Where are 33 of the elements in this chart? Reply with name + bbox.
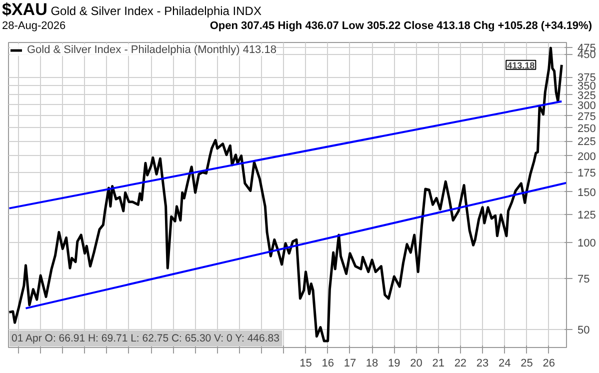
- chart-title: $XAU: [2, 0, 48, 19]
- y-tick-label: 275: [578, 110, 596, 123]
- chart-subtitle: Gold & Silver Index - Philadelphia INDX: [50, 4, 262, 18]
- x-tick-label: 18: [366, 358, 378, 370]
- y-tick-label: 100: [578, 238, 596, 250]
- x-tick-label: 26: [542, 358, 555, 370]
- x-tick-label: 22: [454, 358, 467, 370]
- text: 28-Aug-2026: [2, 20, 66, 32]
- y-tick-label: 175: [578, 168, 596, 180]
- x-tick-label: 23: [476, 358, 489, 370]
- y-tick-label: 250: [578, 122, 596, 135]
- x-tick-label: 21: [432, 358, 444, 370]
- line-series: [8, 46, 563, 342]
- annotation: 01 Apr O: 66.91 H: 69.71 L: 62.75 C: 65.30 V: 0 Y: 446.83: [12, 332, 280, 344]
- x-tick-label: 16: [322, 358, 334, 370]
- y-tick-label: 450: [578, 49, 596, 62]
- legend-label: Gold & Silver Index - Philadelphia (Monthly) 413.18: [27, 44, 276, 56]
- y-tick-label: 50: [578, 324, 590, 336]
- x-tick-label: 25: [520, 358, 533, 370]
- x-tick-label: 24: [498, 358, 511, 370]
- y-tick-label: 75: [578, 274, 590, 286]
- y-tick-label: 200: [578, 150, 596, 163]
- y-tick-label: 300: [578, 100, 596, 112]
- y-tick-label: 150: [578, 186, 596, 199]
- x-tick-label: 17: [344, 358, 356, 370]
- x-tick-label: 15: [300, 358, 312, 370]
- x-tick-label: 19: [388, 358, 400, 370]
- y-tick-label: 125: [578, 210, 596, 222]
- y-tick-label: 325: [578, 90, 596, 102]
- x-tick-label: 20: [410, 358, 422, 370]
- y-tick-label: 225: [578, 136, 596, 148]
- annotation: 413.18: [507, 60, 535, 70]
- text: Open 307.45 High 436.07 Low 305.22 Close 413.18 Chg +105.28 (+34.19%): [210, 20, 592, 32]
